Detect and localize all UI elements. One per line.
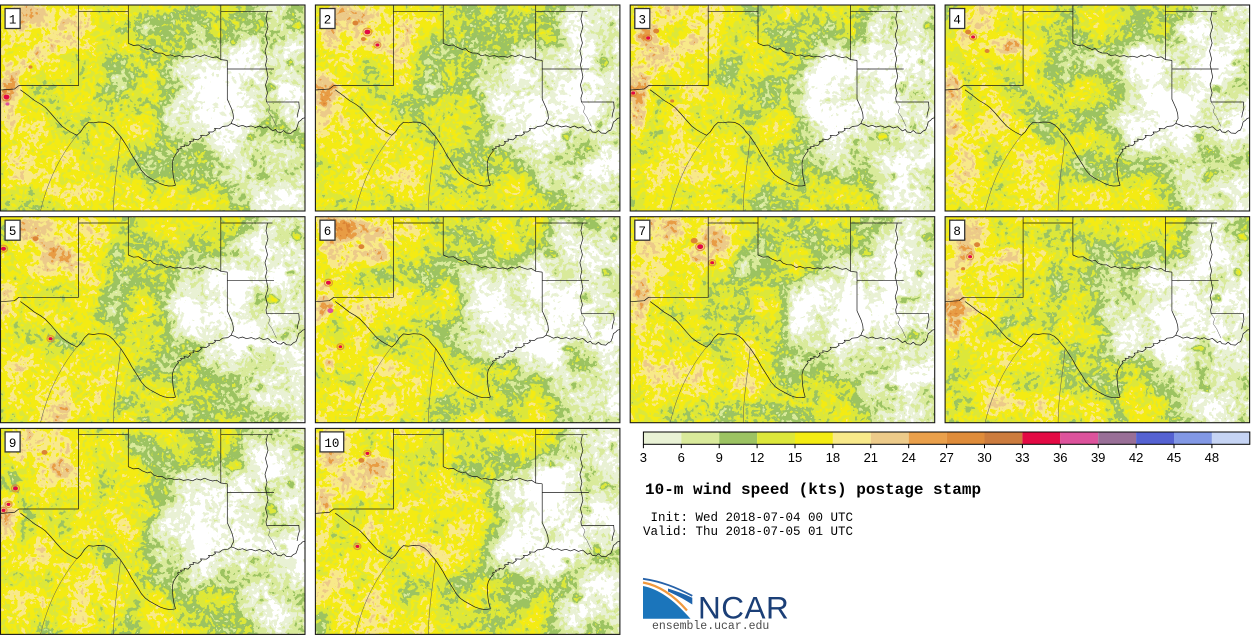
svg-text:33: 33	[1015, 450, 1029, 465]
svg-text:7: 7	[639, 225, 647, 239]
svg-text:NCAR: NCAR	[698, 590, 789, 626]
svg-text:18: 18	[826, 450, 840, 465]
svg-text:3: 3	[639, 14, 647, 28]
svg-text:15: 15	[788, 450, 802, 465]
svg-text:21: 21	[864, 450, 878, 465]
svg-text:24: 24	[901, 450, 915, 465]
svg-text:5: 5	[9, 225, 17, 239]
svg-text:42: 42	[1129, 450, 1143, 465]
svg-text:45: 45	[1167, 450, 1181, 465]
svg-text:6: 6	[324, 225, 332, 239]
svg-text:27: 27	[939, 450, 953, 465]
svg-text:48: 48	[1205, 450, 1219, 465]
svg-text:36: 36	[1053, 450, 1067, 465]
svg-text:3: 3	[640, 450, 647, 465]
svg-text:39: 39	[1091, 450, 1105, 465]
svg-text:2: 2	[324, 14, 332, 28]
svg-text:9: 9	[716, 450, 723, 465]
svg-text:10: 10	[324, 437, 339, 451]
svg-text:9: 9	[9, 437, 17, 451]
svg-text:30: 30	[977, 450, 991, 465]
svg-text:4: 4	[953, 14, 961, 28]
svg-text:8: 8	[953, 225, 961, 239]
svg-text:6: 6	[678, 450, 685, 465]
svg-text:12: 12	[750, 450, 764, 465]
svg-text:1: 1	[9, 14, 17, 28]
